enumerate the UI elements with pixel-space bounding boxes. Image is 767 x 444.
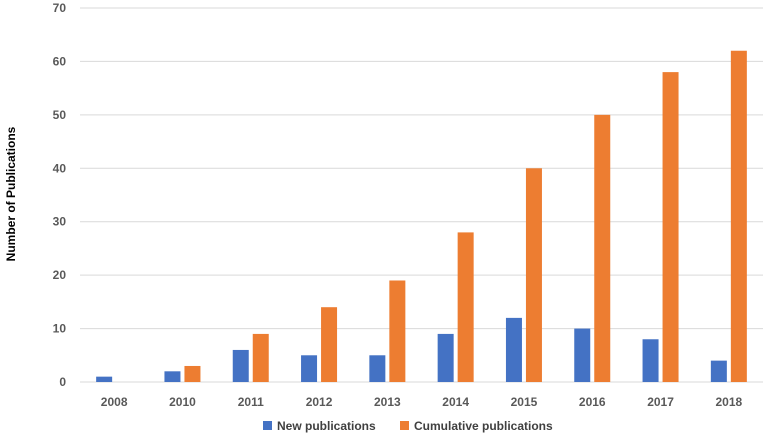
- bar-new-2015: [505, 317, 522, 382]
- bar-new-2013: [369, 355, 386, 382]
- x-tick-label: 2014: [442, 395, 469, 409]
- x-tick-label: 2015: [511, 395, 538, 409]
- x-tick-label: 2010: [169, 395, 196, 409]
- x-tick-label: 2017: [647, 395, 674, 409]
- y-axis-ticks: 0 10 20 30 40 50 60 70: [53, 1, 67, 389]
- y-axis-title: Number of Publications: [4, 126, 18, 261]
- x-axis-ticks: 2008 2010 2011 2012 2013 2014 2015 2016 2017 2018: [101, 395, 743, 409]
- bars: [96, 50, 747, 382]
- bar-new-2017: [642, 339, 659, 382]
- bar-cumulative-2014: [457, 232, 474, 382]
- bar-cumulative-2015: [525, 168, 542, 382]
- y-tick-label: 0: [59, 375, 66, 389]
- legend-swatch-new: [263, 421, 272, 430]
- y-tick-label: 10: [53, 322, 67, 336]
- y-tick-label: 70: [53, 1, 67, 15]
- y-tick-label: 30: [53, 215, 67, 229]
- y-tick-label: 50: [53, 108, 67, 122]
- gridlines: [80, 7, 763, 383]
- legend-label-cumulative: Cumulative publications: [414, 419, 553, 433]
- legend-label-new: New publications: [277, 419, 376, 433]
- bar-cumulative-2017: [662, 72, 679, 382]
- x-tick-label: 2011: [238, 395, 264, 409]
- x-tick-label: 2012: [306, 395, 333, 409]
- x-tick-label: 2013: [374, 395, 401, 409]
- bar-new-2010: [164, 371, 181, 382]
- bar-new-2008: [96, 376, 113, 382]
- legend: New publications Cumulative publications: [263, 419, 553, 433]
- y-tick-label: 60: [53, 54, 67, 68]
- bar-cumulative-2012: [321, 307, 338, 382]
- bar-cumulative-2018: [730, 50, 747, 382]
- bar-new-2012: [301, 355, 318, 382]
- bar-new-2018: [710, 360, 727, 382]
- y-tick-label: 20: [53, 268, 67, 282]
- x-tick-label: 2016: [579, 395, 606, 409]
- legend-swatch-cumulative: [400, 421, 409, 430]
- bar-cumulative-2013: [389, 280, 406, 382]
- bar-new-2016: [574, 328, 591, 382]
- bar-new-2011: [232, 349, 249, 382]
- bar-cumulative-2016: [594, 114, 611, 382]
- bar-cumulative-2010: [184, 365, 201, 382]
- bar-cumulative-2011: [252, 333, 269, 382]
- x-tick-label: 2018: [715, 395, 742, 409]
- x-tick-label: 2008: [101, 395, 128, 409]
- bar-new-2014: [437, 333, 454, 382]
- y-tick-label: 40: [53, 161, 67, 175]
